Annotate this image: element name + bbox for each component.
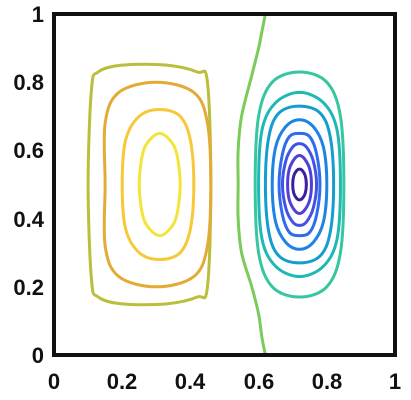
y-tick-label: 0 xyxy=(32,343,44,368)
plot-area xyxy=(52,12,397,357)
contour-line xyxy=(280,142,319,227)
contour-line xyxy=(263,104,336,265)
y-tick-label: 0.8 xyxy=(13,70,44,95)
y-tick-label: 0.6 xyxy=(13,138,44,163)
x-tick-label: 1 xyxy=(389,369,401,394)
contour-line xyxy=(253,70,346,299)
x-tick-label: 0.6 xyxy=(244,369,275,394)
y-tick-label: 1 xyxy=(32,2,44,27)
contour-line xyxy=(277,131,322,238)
contour-line xyxy=(102,80,213,289)
x-tick-label: 0 xyxy=(48,369,60,394)
contour-line xyxy=(257,90,342,279)
contour-line xyxy=(120,107,196,262)
x-tick-label: 0.2 xyxy=(107,369,138,394)
contour-line xyxy=(137,131,182,238)
contour-line xyxy=(270,118,329,251)
y-tick-label: 0.2 xyxy=(13,275,44,300)
contour-line xyxy=(236,13,267,356)
contour-line xyxy=(286,154,313,215)
y-tick-label: 0.4 xyxy=(13,207,44,232)
contour-line xyxy=(291,167,308,202)
x-tick-label: 0.8 xyxy=(312,369,343,394)
x-tick-label: 0.4 xyxy=(175,369,206,394)
axes-frame xyxy=(52,12,397,357)
contour-lines xyxy=(86,13,346,356)
